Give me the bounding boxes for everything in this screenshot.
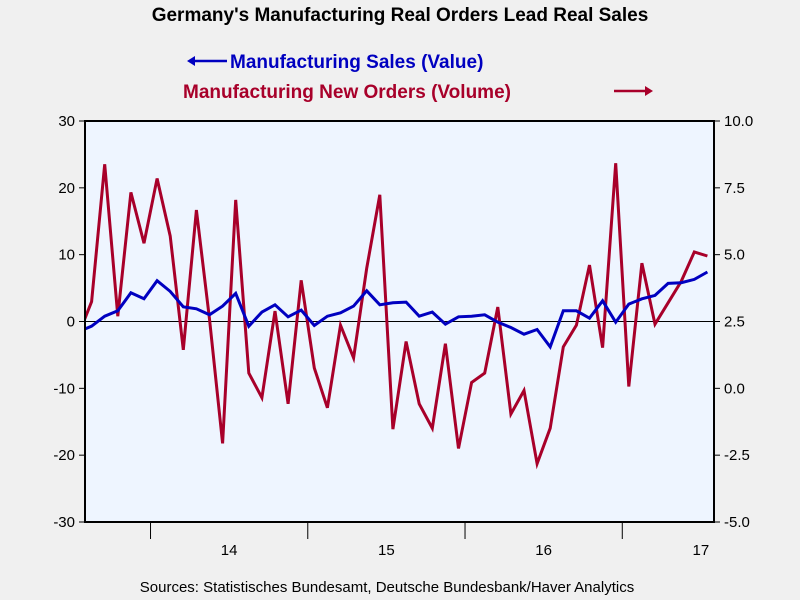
left-tick-label: -30	[53, 514, 75, 531]
series-line-sales	[86, 270, 709, 351]
right-tick-label: 10.0	[724, 113, 753, 130]
right-tick-label: 7.5	[724, 180, 745, 197]
plot-frame	[84, 120, 715, 523]
x-tick-label: 17	[693, 542, 710, 559]
series-line-orders	[86, 163, 708, 470]
x-tick-label: 16	[535, 542, 552, 559]
legend-label-sales: Manufacturing Sales (Value)	[230, 52, 483, 73]
right-tick-label: 2.5	[724, 314, 745, 331]
left-tick-label: 10	[58, 247, 75, 264]
chart-title: Germany's Manufacturing Real Orders Lead…	[152, 5, 649, 26]
x-axis: 14 15 16 17	[150, 522, 710, 559]
left-arrow-icon	[187, 56, 227, 66]
left-tick-label: -20	[53, 447, 75, 464]
right-tick-label: 0.0	[724, 380, 745, 397]
data-points	[91, 163, 708, 464]
left-tick-label: 0	[67, 314, 75, 331]
right-axis: 10.0 7.5 5.0 2.5 0.0 -2.5 -5.0	[714, 113, 753, 531]
legend-item-orders: Manufacturing New Orders (Volume)	[183, 82, 653, 103]
right-tick-label: -2.5	[724, 447, 750, 464]
left-axis: 30 20 10 0 -10 -20 -30	[53, 113, 85, 531]
legend: Manufacturing Sales (Value) Manufacturin…	[183, 52, 653, 103]
left-tick-label: -10	[53, 380, 75, 397]
left-tick-label: 30	[58, 113, 75, 130]
legend-label-orders: Manufacturing New Orders (Volume)	[183, 82, 511, 103]
legend-item-sales: Manufacturing Sales (Value)	[187, 52, 483, 73]
right-arrow-icon	[614, 86, 653, 96]
right-tick-label: -5.0	[724, 514, 750, 531]
left-tick-label: 20	[58, 180, 75, 197]
x-tick-label: 14	[221, 542, 238, 559]
x-tick-label: 15	[378, 542, 395, 559]
source-note: Sources: Statistisches Bundesamt, Deutsc…	[140, 579, 634, 596]
right-tick-label: 5.0	[724, 247, 745, 264]
